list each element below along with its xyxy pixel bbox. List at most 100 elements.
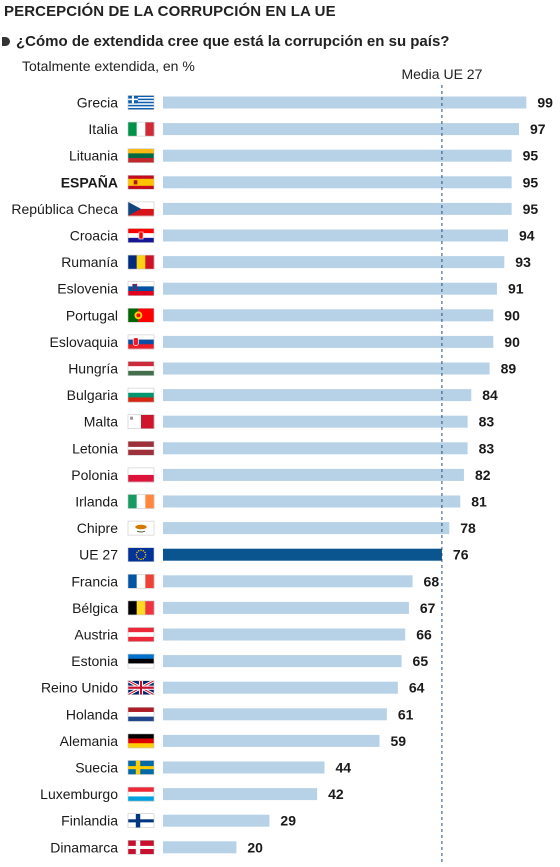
bar-row-lituania: Lituania 95 <box>69 148 538 164</box>
bar-row-croacia: Croacia 94 <box>70 228 535 244</box>
flag-croatia-icon <box>127 228 155 243</box>
flag-poland-icon <box>127 467 155 483</box>
bar-row-bulgaria: Bulgaria 84 <box>67 387 498 403</box>
bar <box>163 309 494 322</box>
bar-row-luxemburgo: Luxemburgo 42 <box>40 786 344 802</box>
category-label: ESPAÑA <box>61 173 118 190</box>
bar-row-irlanda: Irlanda 81 <box>75 494 487 510</box>
bar-row-reino-unido: Reino Unido 64 <box>41 679 425 697</box>
value-label: 94 <box>519 228 535 244</box>
value-label: 93 <box>515 254 531 270</box>
flag-belgium-icon <box>127 600 155 616</box>
bar-row-eslovenia: Eslovenia 91 <box>57 281 523 297</box>
category-label: Reino Unido <box>41 680 118 696</box>
flag-italy-icon <box>127 121 155 137</box>
bar-row-alemania: Alemania 59 <box>60 733 407 749</box>
bar-row-chipre: Chipre 78 <box>77 520 476 536</box>
bar-row-finlandia: Finlandia 29 <box>61 813 296 829</box>
value-label: 97 <box>530 121 546 137</box>
bar <box>163 734 380 747</box>
value-label: 65 <box>413 653 429 669</box>
value-label: 95 <box>523 174 539 190</box>
bar <box>163 655 402 668</box>
category-label: UE 27 <box>79 547 118 563</box>
category-label: Alemania <box>60 733 119 749</box>
category-label: Rumanía <box>61 254 118 270</box>
bar-row-malta: Malta 83 <box>84 414 495 430</box>
flag-france-icon <box>127 573 155 589</box>
bar-row-italia: Italia 97 <box>88 121 545 137</box>
value-label: 89 <box>501 361 517 377</box>
bar <box>163 841 237 854</box>
flag-netherlands-icon <box>127 706 155 722</box>
category-label: Eslovenia <box>57 281 118 297</box>
bar <box>163 575 413 588</box>
value-label: 91 <box>508 281 524 297</box>
bar <box>163 389 472 402</box>
flag-estonia-icon <box>127 653 155 669</box>
category-label: Chipre <box>77 520 118 536</box>
bar <box>163 335 494 348</box>
category-label: Letonia <box>72 440 118 456</box>
category-label: Bélgica <box>72 600 118 616</box>
category-label: Holanda <box>66 706 118 722</box>
value-label: 83 <box>479 414 495 430</box>
value-label: 68 <box>424 573 440 589</box>
flag-latvia-icon <box>127 440 155 456</box>
reference-line-label: Media UE 27 <box>401 66 482 82</box>
value-label: 90 <box>504 334 520 350</box>
axis-unit-label: Totalmente extendida, en % <box>22 58 195 74</box>
bar <box>163 96 527 109</box>
bar-row-polonia: Polonia 82 <box>71 467 490 483</box>
bar <box>163 362 490 375</box>
category-label: Hungría <box>68 361 118 377</box>
value-label: 67 <box>420 600 436 616</box>
flag-bulgaria-icon <box>127 387 155 403</box>
value-label: 59 <box>391 733 407 749</box>
category-label: Dinamarca <box>50 839 118 855</box>
bar <box>163 681 398 694</box>
value-label: 61 <box>398 706 414 722</box>
bar <box>163 202 512 215</box>
value-label: 95 <box>523 148 539 164</box>
value-label: 81 <box>471 494 487 510</box>
category-label: Francia <box>71 573 118 589</box>
category-label: Eslovaquia <box>50 334 119 350</box>
flag-denmark-icon <box>127 839 155 855</box>
flag-cyprus-icon <box>127 520 155 536</box>
value-label: 66 <box>416 627 432 643</box>
bar-row-grecia: Grecia 99 <box>77 95 553 111</box>
category-label: Luxemburgo <box>40 786 118 802</box>
bar-row-ue-27: UE 27 76 <box>79 547 469 563</box>
value-label: 95 <box>523 201 539 217</box>
bar-row-eslovaquia: Eslovaquia 90 <box>50 334 521 350</box>
subtitle-row: ¿Cómo de extendida cree que está la corr… <box>2 31 449 51</box>
category-label: Grecia <box>77 95 118 111</box>
category-label: Lituania <box>69 148 118 164</box>
flag-malta-icon <box>127 414 155 430</box>
flag-austria-icon <box>127 627 155 642</box>
bar <box>163 149 512 162</box>
value-label: 83 <box>479 440 495 456</box>
bar <box>163 123 519 136</box>
value-label: 76 <box>453 547 469 563</box>
category-label: Malta <box>84 414 118 430</box>
bar-row-holanda: Holanda 61 <box>66 706 414 722</box>
bar-row-letonia: Letonia 83 <box>72 440 494 456</box>
category-label: Croacia <box>70 228 118 244</box>
value-label: 84 <box>482 387 498 403</box>
category-label: Estonia <box>71 653 118 669</box>
bar <box>163 761 325 774</box>
flag-slovenia-icon <box>127 281 155 297</box>
bar-row-espana: ESPAÑA 95 <box>61 173 539 190</box>
bar <box>163 256 505 269</box>
value-label: 44 <box>335 760 351 776</box>
flag-luxembourg-icon <box>127 786 155 802</box>
bar <box>163 176 512 189</box>
flag-hungary-icon <box>127 361 155 376</box>
bar-row-francia: Francia 68 <box>71 573 439 589</box>
flag-romania-icon <box>127 254 155 270</box>
bar-row-rumania: Rumanía 93 <box>61 254 531 270</box>
flag-czech-republic-icon <box>127 201 155 217</box>
bar <box>163 522 450 535</box>
